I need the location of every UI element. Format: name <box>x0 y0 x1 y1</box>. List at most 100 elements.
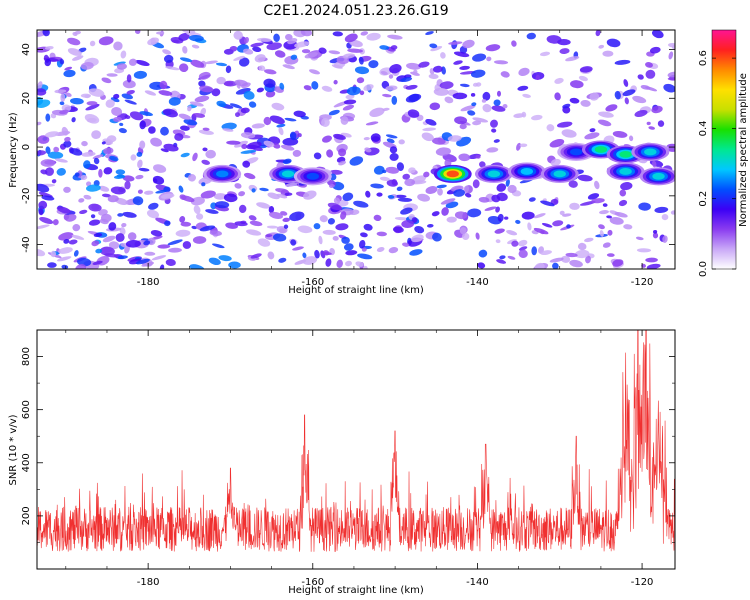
noise-blob <box>342 192 354 202</box>
noise-blob <box>278 257 287 263</box>
noise-blob <box>609 217 624 225</box>
noise-blob <box>189 101 204 107</box>
snr-y-ticks: 200 400 600 800 <box>21 347 675 543</box>
snr-x-axis-label: Height of straight line (km) <box>288 585 424 596</box>
noise-blob <box>651 30 664 39</box>
noise-blob <box>565 56 580 62</box>
noise-blob <box>344 33 358 43</box>
noise-blob <box>388 74 394 79</box>
noise-blob <box>322 229 336 235</box>
noise-blob <box>392 226 404 233</box>
noise-blob <box>103 167 113 175</box>
noise-blob <box>552 220 564 227</box>
noise-blob <box>129 111 144 121</box>
noise-blob <box>209 230 222 236</box>
noise-blob <box>507 239 517 245</box>
noise-blob <box>540 200 555 207</box>
noise-blob <box>638 202 651 211</box>
noise-blob <box>333 197 341 205</box>
noise-blob <box>115 233 125 242</box>
noise-blob <box>433 65 443 73</box>
noise-blob <box>240 107 250 114</box>
noise-blob <box>198 71 211 80</box>
noise-blob <box>99 218 109 225</box>
noise-blob <box>453 189 465 197</box>
noise-blob <box>38 200 48 210</box>
noise-blob <box>63 69 76 78</box>
noise-blob <box>353 200 369 208</box>
noise-blob <box>332 31 343 37</box>
noise-blob <box>163 143 179 152</box>
noise-blob <box>612 130 628 138</box>
noise-blob <box>540 250 552 256</box>
noise-blob <box>637 74 644 80</box>
noise-blob <box>108 241 120 250</box>
noise-blob <box>45 146 51 154</box>
noise-blob <box>533 227 549 235</box>
noise-blob <box>504 216 509 220</box>
noise-blob <box>61 126 69 136</box>
noise-blob <box>471 102 477 107</box>
noise-blob <box>447 135 462 142</box>
noise-blob <box>292 149 302 157</box>
noise-blob <box>148 126 156 134</box>
signal-track-point <box>474 164 513 183</box>
noise-blob <box>566 224 571 229</box>
noise-blob <box>356 77 365 84</box>
spectrogram-x-tick-label: -120 <box>631 277 654 288</box>
noise-blob <box>194 95 210 103</box>
noise-blob <box>602 242 611 248</box>
noise-blob <box>180 152 190 158</box>
spectrogram-y-tick-label: 0 <box>21 144 32 150</box>
noise-blob <box>190 59 205 68</box>
noise-blob <box>205 149 216 159</box>
noise-blob <box>47 262 57 268</box>
noise-blob <box>120 50 127 59</box>
noise-blob <box>266 225 278 229</box>
noise-blob <box>496 259 507 264</box>
noise-blob <box>59 109 70 115</box>
noise-blob <box>215 62 228 67</box>
noise-blob <box>159 264 165 269</box>
noise-blob <box>528 197 536 202</box>
noise-blob <box>234 140 248 148</box>
noise-blob <box>389 64 402 74</box>
signal-track-point <box>631 142 670 161</box>
noise-blob <box>246 141 262 150</box>
noise-blob <box>517 85 529 91</box>
noise-blob <box>267 251 275 260</box>
noise-blob <box>50 250 57 258</box>
noise-blob <box>67 48 82 56</box>
noise-blob <box>83 194 92 200</box>
noise-blob <box>622 89 636 97</box>
noise-blob <box>318 47 327 54</box>
noise-blob <box>117 213 124 217</box>
noise-blob <box>282 158 292 165</box>
noise-blob <box>222 128 234 132</box>
noise-blob <box>199 225 216 232</box>
noise-blob <box>155 189 168 194</box>
noise-blob <box>263 140 275 148</box>
noise-blob <box>60 93 66 102</box>
noise-blob <box>549 139 565 148</box>
noise-blob <box>518 249 528 259</box>
noise-blob <box>235 87 251 95</box>
noise-blob <box>343 243 354 251</box>
noise-blob <box>364 147 372 153</box>
noise-blob <box>137 159 143 169</box>
noise-blob <box>380 71 388 75</box>
noise-blob <box>559 48 570 55</box>
noise-blob <box>499 255 506 260</box>
noise-blob <box>539 51 551 57</box>
noise-blob <box>667 77 675 81</box>
noise-blob <box>441 207 449 216</box>
noise-blob <box>379 176 391 181</box>
noise-blob <box>589 92 600 101</box>
noise-blob <box>39 217 54 224</box>
noise-blob <box>511 40 517 47</box>
noise-blob <box>361 247 367 252</box>
noise-blob <box>127 232 137 241</box>
noise-blob <box>404 178 416 187</box>
noise-blob <box>103 147 114 155</box>
noise-blob <box>345 250 358 256</box>
